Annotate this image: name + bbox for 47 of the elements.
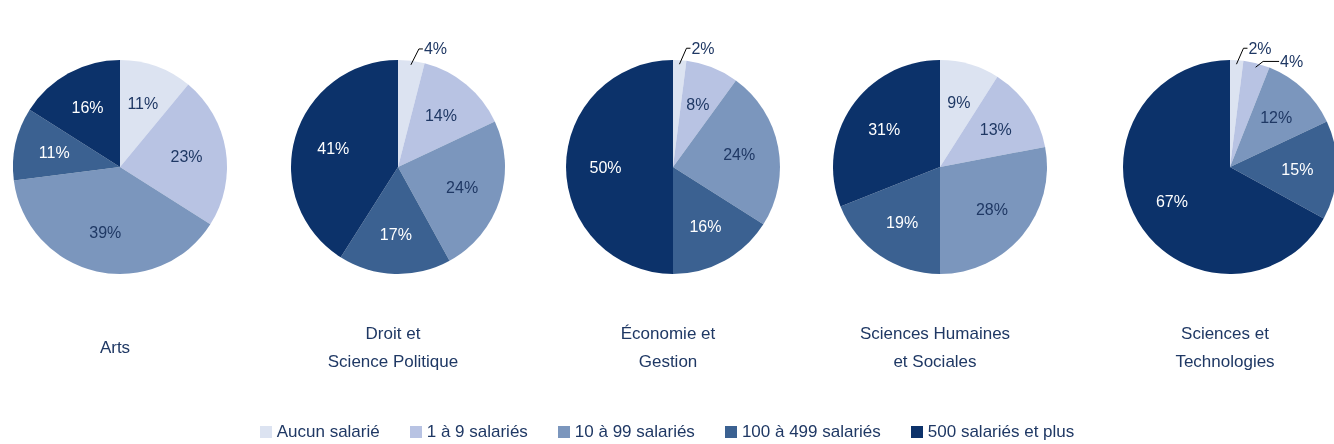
text: Sciences Humaines et Sociales	[858, 323, 1012, 373]
data-label: 31%	[868, 120, 901, 138]
data-label: 11%	[127, 95, 159, 113]
pie-slice	[566, 60, 673, 274]
data-label: 12%	[1260, 109, 1293, 127]
pie-slice	[13, 167, 211, 274]
text: Arts	[98, 337, 132, 359]
data-label: 41%	[317, 139, 350, 157]
pie-slice	[940, 76, 1046, 167]
legend-label: 10 à 99 salariés	[574, 422, 695, 442]
data-label: 24%	[446, 179, 479, 197]
pie-slice	[840, 167, 940, 274]
pie-slice	[398, 60, 425, 167]
data-label: 14%	[424, 106, 457, 124]
text: Droit et Science Politique	[326, 323, 460, 373]
legend-label: Aucun salarié	[276, 422, 380, 442]
data-label: 16%	[689, 217, 722, 235]
pie-slice	[29, 60, 120, 167]
data-label: 39%	[89, 224, 122, 242]
legend-label: 500 salariés et plus	[927, 422, 1075, 442]
data-label: 28%	[975, 201, 1008, 219]
legend-label: 1 à 9 salariés	[426, 422, 528, 442]
data-label: 19%	[886, 214, 919, 232]
pie-slice	[120, 84, 227, 225]
data-label: 24%	[723, 145, 756, 163]
pie-slice	[1230, 121, 1334, 219]
text: Économie et Gestion	[619, 323, 717, 373]
data-label: 16%	[71, 99, 104, 117]
data-label: 8%	[686, 95, 710, 113]
text: Sciences et Technologies	[1174, 323, 1276, 373]
pie-slice	[833, 60, 940, 207]
pie-slice	[940, 146, 1047, 274]
pie-slice	[398, 63, 495, 167]
data-label: 50%	[589, 158, 622, 176]
data-label: 23%	[170, 147, 203, 165]
pie-slice	[673, 167, 764, 274]
data-label: 13%	[979, 120, 1012, 138]
data-label: 67%	[1155, 192, 1188, 210]
data-label: 17%	[379, 225, 412, 243]
data-label: 4%	[1280, 52, 1304, 70]
data-label: 9%	[947, 93, 971, 111]
data-label: 11%	[38, 143, 70, 161]
data-label: 2%	[1248, 39, 1272, 57]
data-label: 15%	[1281, 160, 1314, 178]
data-label: 2%	[691, 39, 715, 57]
data-label: 4%	[423, 40, 448, 58]
legend-label: 100 à 499 salariés	[741, 422, 881, 442]
